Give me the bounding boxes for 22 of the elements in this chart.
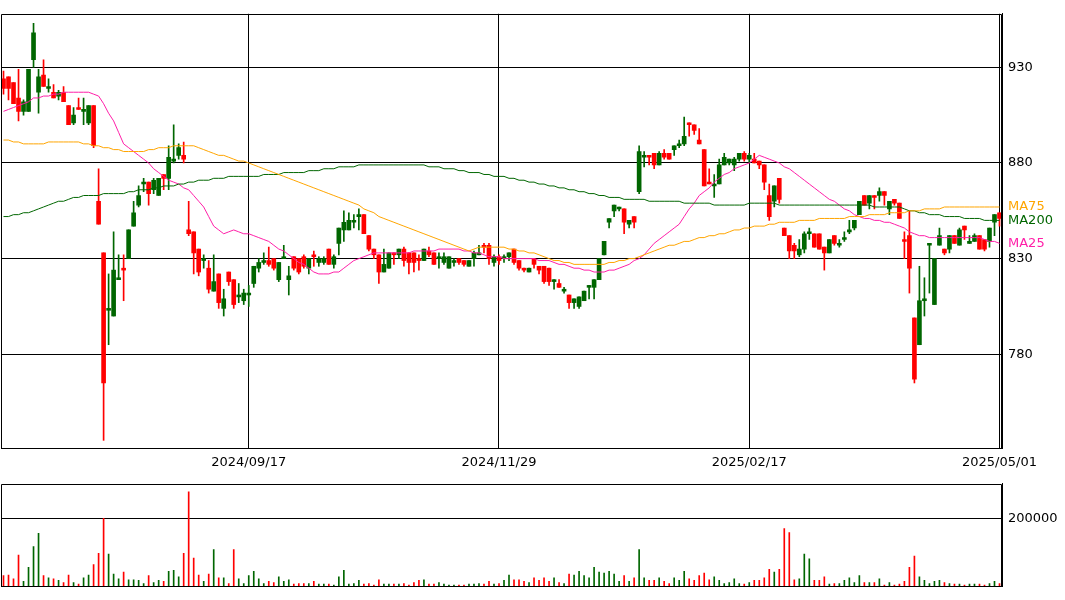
x-tick-label: 2025/05/01 — [962, 454, 1037, 470]
series-label: MA200 — [1008, 211, 1053, 227]
x-tick-label: 2025/02/17 — [711, 454, 787, 470]
y-tick-label: 880 — [1008, 154, 1033, 170]
candlestick — [351, 214, 357, 229]
y-tick-label: 930 — [1008, 58, 1033, 74]
candlestick — [266, 246, 272, 267]
x-tick-label: 2024/11/29 — [461, 454, 537, 470]
candlestick — [311, 250, 317, 267]
candlestick — [551, 279, 557, 290]
candlestick — [201, 254, 207, 269]
candlestick — [356, 208, 362, 231]
series-label: MA75 — [1008, 198, 1045, 214]
candlestick — [416, 254, 422, 271]
x-tick-label: 2024/09/17 — [211, 454, 287, 470]
candlestick — [436, 252, 442, 269]
series-label: MA25 — [1008, 234, 1045, 250]
y-tick-label: 200000 — [1008, 509, 1058, 525]
y-tick-label: 830 — [1008, 250, 1033, 266]
y-tick-label: 780 — [1008, 345, 1033, 361]
candlestick — [696, 128, 702, 145]
candlestick — [286, 265, 292, 296]
